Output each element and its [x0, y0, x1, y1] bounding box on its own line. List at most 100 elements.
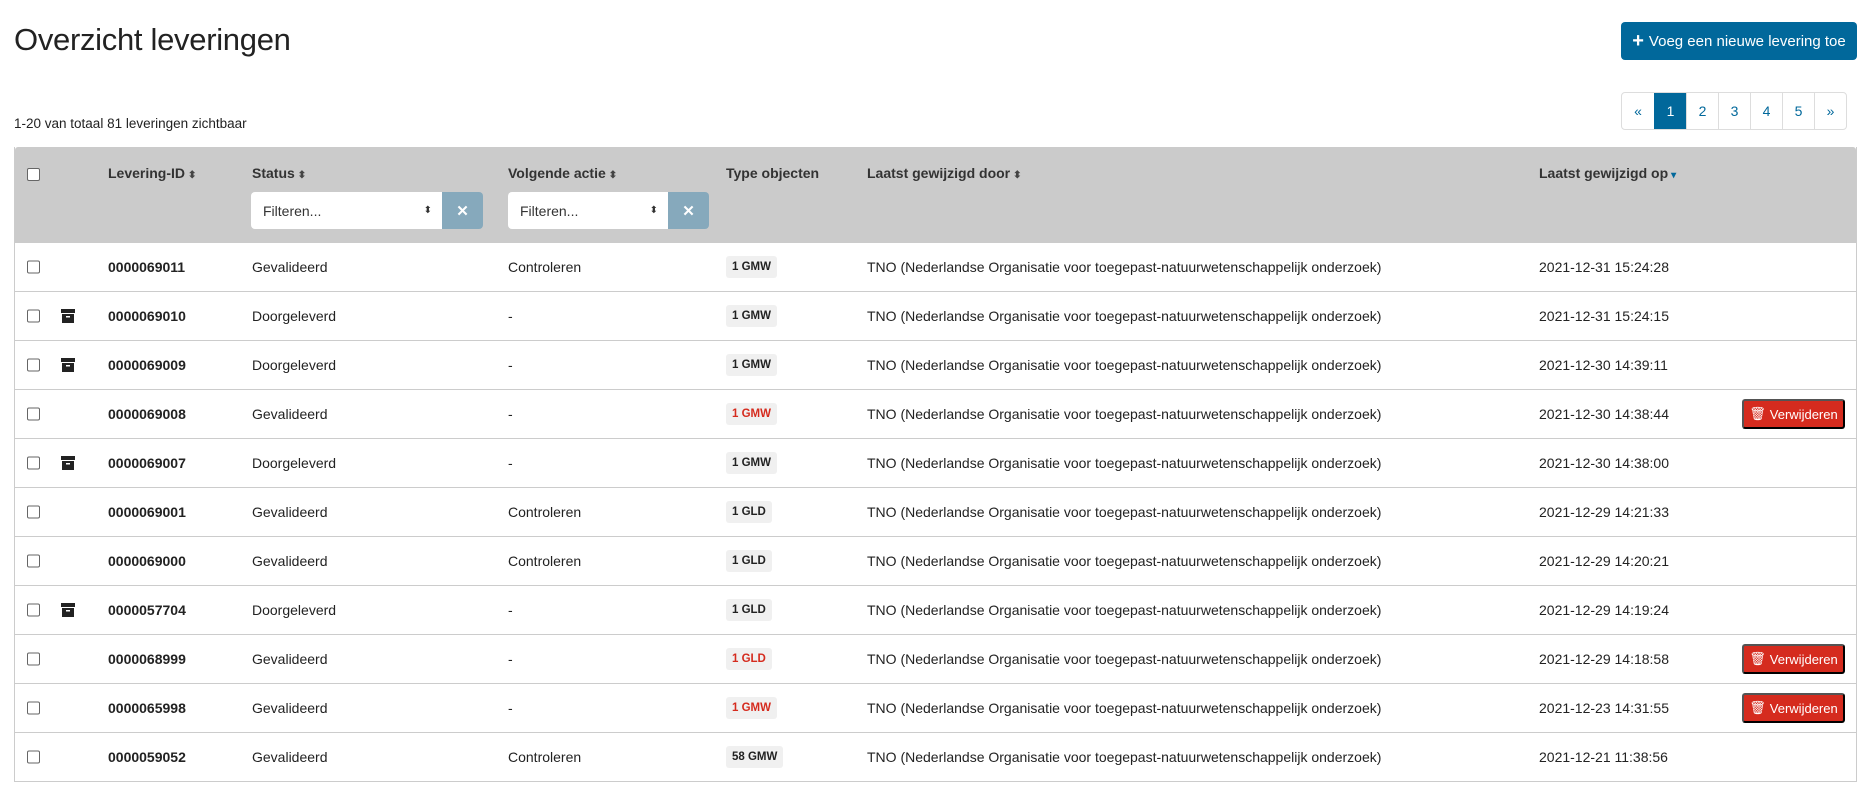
table-row[interactable]: 0000069010 Doorgeleverd - 1 GMW TNO (Ned…: [15, 292, 1856, 341]
status-filter-clear-button[interactable]: ✕: [442, 192, 483, 229]
next-action: -: [508, 455, 513, 471]
row-checkbox[interactable]: [27, 554, 40, 568]
row-checkbox[interactable]: [27, 407, 40, 421]
row-checkbox[interactable]: [27, 701, 40, 715]
changed-on: 2021-12-29 14:19:24: [1539, 602, 1669, 618]
changed-by: TNO (Nederlandse Organisatie voor toegep…: [867, 700, 1382, 716]
next-action-filter-clear-button[interactable]: ✕: [668, 192, 709, 229]
page-2[interactable]: 2: [1686, 93, 1718, 129]
trash-icon: 🗑: [1749, 651, 1766, 666]
header-changed-by[interactable]: Laatst gewijzigd door ⬍: [867, 165, 1022, 181]
header-changed-on[interactable]: Laatst gewijzigd op ▾: [1539, 165, 1676, 181]
delete-button[interactable]: 🗑 Verwijderen: [1742, 399, 1845, 429]
type-badge: 1 GLD: [726, 648, 772, 670]
delete-button[interactable]: 🗑 Verwijderen: [1742, 693, 1845, 723]
changed-on: 2021-12-30 14:39:11: [1539, 357, 1668, 373]
type-badge: 58 GMW: [726, 746, 784, 768]
changed-by: TNO (Nederlandse Organisatie voor toegep…: [867, 651, 1382, 667]
sort-icon: ⬍: [608, 170, 618, 181]
table-row[interactable]: 0000069000 Gevalideerd Controleren 1 GLD…: [15, 537, 1856, 586]
row-checkbox[interactable]: [27, 652, 40, 666]
plus-icon: +: [1632, 30, 1644, 52]
status: Gevalideerd: [252, 651, 328, 667]
next-action: Controleren: [508, 259, 582, 275]
delivery-id[interactable]: 0000069009: [108, 357, 186, 373]
next-action: Controleren: [508, 553, 582, 569]
changed-on: 2021-12-23 14:31:55: [1539, 700, 1669, 716]
pagination: « 1 2 3 4 5 »: [1621, 92, 1847, 130]
changed-by: TNO (Nederlandse Organisatie voor toegep…: [867, 259, 1382, 275]
changed-on: 2021-12-30 14:38:00: [1539, 455, 1669, 471]
status: Gevalideerd: [252, 504, 328, 520]
type-badge: 1 GMW: [726, 403, 777, 425]
changed-by: TNO (Nederlandse Organisatie voor toegep…: [867, 455, 1382, 471]
delivery-id[interactable]: 0000069000: [108, 553, 186, 569]
trash-icon: 🗑: [1749, 700, 1766, 715]
delivery-id[interactable]: 0000069007: [108, 455, 186, 471]
sort-desc-icon: ▾: [1671, 170, 1677, 181]
delete-button[interactable]: 🗑 Verwijderen: [1742, 644, 1845, 674]
status: Doorgeleverd: [252, 308, 337, 324]
delivery-id[interactable]: 0000069001: [108, 504, 186, 520]
page-next[interactable]: »: [1814, 93, 1846, 129]
changed-by: TNO (Nederlandse Organisatie voor toegep…: [867, 602, 1382, 618]
next-action: Controleren: [508, 504, 582, 520]
page-5[interactable]: 5: [1782, 93, 1814, 129]
row-checkbox[interactable]: [27, 603, 40, 617]
select-all-checkbox[interactable]: [27, 168, 40, 181]
status: Doorgeleverd: [252, 602, 337, 618]
next-action-filter-select[interactable]: Filteren... ⬍: [508, 192, 668, 229]
table-row[interactable]: 0000065998 Gevalideerd - 1 GMW TNO (Nede…: [15, 684, 1856, 733]
header-status[interactable]: Status ⬍: [252, 165, 306, 181]
status: Doorgeleverd: [252, 455, 337, 471]
delivery-id[interactable]: 0000069008: [108, 406, 186, 422]
type-badge: 1 GMW: [726, 256, 777, 278]
header-next-action-label: Volgende actie: [508, 165, 606, 181]
page-1[interactable]: 1: [1654, 93, 1686, 129]
row-checkbox[interactable]: [27, 505, 40, 519]
status-filter-select[interactable]: Filteren... ⬍: [251, 192, 442, 229]
page-prev[interactable]: «: [1634, 103, 1642, 119]
row-checkbox[interactable]: [27, 260, 40, 274]
page-title: Overzicht leveringen: [14, 22, 291, 57]
delivery-id[interactable]: 0000065998: [108, 700, 186, 716]
header-changed-on-label: Laatst gewijzigd op: [1539, 165, 1669, 181]
type-badge: 1 GLD: [726, 501, 772, 523]
changed-on: 2021-12-29 14:18:58: [1539, 651, 1669, 667]
row-checkbox[interactable]: [27, 750, 40, 764]
table-row[interactable]: 0000069011 Gevalideerd Controleren 1 GMW…: [15, 243, 1856, 292]
delivery-id[interactable]: 0000057704: [108, 602, 186, 618]
status: Gevalideerd: [252, 259, 328, 275]
table-row[interactable]: 0000069008 Gevalideerd - 1 GMW TNO (Nede…: [15, 390, 1856, 439]
table-row[interactable]: 0000057704 Doorgeleverd - 1 GLD TNO (Ned…: [15, 586, 1856, 635]
page-4[interactable]: 4: [1750, 93, 1782, 129]
table-row[interactable]: 0000069009 Doorgeleverd - 1 GMW TNO (Ned…: [15, 341, 1856, 390]
delivery-id[interactable]: 0000069011: [108, 259, 186, 275]
status-filter-placeholder: Filteren...: [263, 202, 322, 219]
changed-on: 2021-12-31 15:24:15: [1539, 308, 1669, 324]
status: Gevalideerd: [252, 553, 328, 569]
trash-icon: 🗑: [1749, 406, 1766, 421]
select-arrows-icon: ⬍: [649, 205, 658, 216]
header-id[interactable]: Levering-ID ⬍: [108, 165, 196, 181]
delivery-id[interactable]: 0000068999: [108, 651, 186, 667]
table-row[interactable]: 0000068999 Gevalideerd - 1 GLD TNO (Nede…: [15, 635, 1856, 684]
delete-label: Verwijderen: [1769, 406, 1838, 422]
header-next-action[interactable]: Volgende actie ⬍: [508, 165, 617, 181]
delete-label: Verwijderen: [1769, 651, 1838, 667]
table-row[interactable]: 0000059052 Gevalideerd Controleren 58 GM…: [15, 733, 1856, 782]
row-checkbox[interactable]: [27, 309, 40, 323]
row-checkbox[interactable]: [27, 358, 40, 372]
add-delivery-button[interactable]: + Voeg een nieuwe levering toe: [1621, 22, 1857, 60]
archive-icon: [61, 603, 75, 617]
page-3[interactable]: 3: [1718, 93, 1750, 129]
next-action: -: [508, 406, 513, 422]
row-checkbox[interactable]: [27, 456, 40, 470]
delivery-id[interactable]: 0000059052: [108, 749, 186, 765]
deliveries-table: Levering-ID ⬍ Status ⬍ Volgende actie ⬍ Typ…: [14, 147, 1857, 782]
delivery-id[interactable]: 0000069010: [108, 308, 186, 324]
table-row[interactable]: 0000069007 Doorgeleverd - 1 GMW TNO (Ned…: [15, 439, 1856, 488]
sort-icon: ⬍: [1013, 170, 1022, 181]
table-row[interactable]: 0000069001 Gevalideerd Controleren 1 GLD…: [15, 488, 1856, 537]
changed-by: TNO (Nederlandse Organisatie voor toegep…: [867, 406, 1382, 422]
